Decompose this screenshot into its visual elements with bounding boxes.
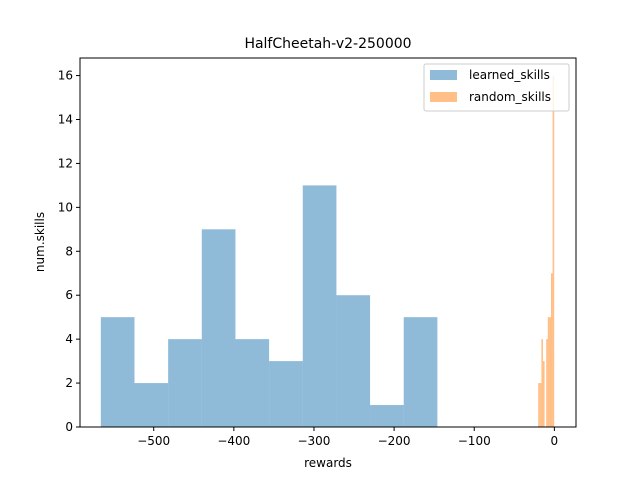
x-tick-label: −300 bbox=[297, 434, 330, 448]
bar-random-skills-9 bbox=[552, 75, 555, 428]
y-tick-label: 16 bbox=[58, 69, 73, 83]
plot-frame bbox=[79, 57, 577, 428]
bar-random-skills-5 bbox=[546, 339, 548, 427]
bar-learned-skills-6 bbox=[302, 185, 337, 427]
y-tick-label: 12 bbox=[58, 156, 73, 170]
bars-layer bbox=[100, 75, 555, 428]
legend: learned_skills random_skills bbox=[423, 63, 570, 112]
bar-learned-skills-2 bbox=[168, 339, 202, 427]
legend-swatch-random-skills bbox=[430, 92, 457, 102]
x-axis-label: rewards bbox=[304, 456, 352, 470]
chart-title: HalfCheetah-v2-250000 bbox=[244, 36, 411, 52]
y-ticks: 0 2 4 6 8 10 12 14 16 bbox=[58, 69, 80, 434]
bar-learned-skills-1 bbox=[134, 383, 169, 427]
bar-random-skills-6 bbox=[547, 317, 550, 427]
legend-label-random-skills: random_skills bbox=[469, 90, 551, 104]
y-tick-label: 4 bbox=[65, 332, 73, 346]
bar-learned-skills-4 bbox=[235, 339, 270, 427]
bar-learned-skills-7 bbox=[336, 295, 371, 427]
x-tick-label: 0 bbox=[551, 434, 559, 448]
bar-learned-skills-9 bbox=[403, 317, 438, 427]
bar-learned-skills-0 bbox=[100, 317, 135, 427]
x-tick-label: −500 bbox=[137, 434, 170, 448]
bar-random-skills-3 bbox=[542, 361, 545, 427]
y-tick-label: 8 bbox=[65, 244, 73, 258]
bar-random-skills-2 bbox=[541, 339, 543, 427]
x-ticks: −500 −400 −300 −200 −100 0 bbox=[137, 427, 558, 448]
y-tick-label: 14 bbox=[58, 113, 73, 127]
x-tick-label: −100 bbox=[458, 434, 491, 448]
y-tick-label: 10 bbox=[58, 200, 73, 214]
legend-swatch-learned-skills bbox=[430, 70, 457, 80]
bar-learned-skills-5 bbox=[269, 361, 303, 427]
x-tick-label: −400 bbox=[217, 434, 250, 448]
y-tick-label: 2 bbox=[65, 376, 73, 390]
bar-random-skills-7 bbox=[549, 317, 551, 427]
bar-random-skills-1 bbox=[539, 383, 542, 427]
bar-random-skills-0 bbox=[538, 383, 540, 427]
bar-learned-skills-3 bbox=[201, 229, 236, 427]
x-tick-label: −200 bbox=[378, 434, 411, 448]
y-axis-label: num.skills bbox=[33, 212, 47, 272]
y-tick-label: 0 bbox=[65, 420, 73, 434]
y-tick-label: 6 bbox=[65, 288, 73, 302]
bar-random-skills-8 bbox=[550, 273, 553, 427]
legend-box bbox=[423, 63, 570, 112]
bar-learned-skills-8 bbox=[370, 405, 404, 427]
legend-label-learned-skills: learned_skills bbox=[469, 68, 550, 82]
